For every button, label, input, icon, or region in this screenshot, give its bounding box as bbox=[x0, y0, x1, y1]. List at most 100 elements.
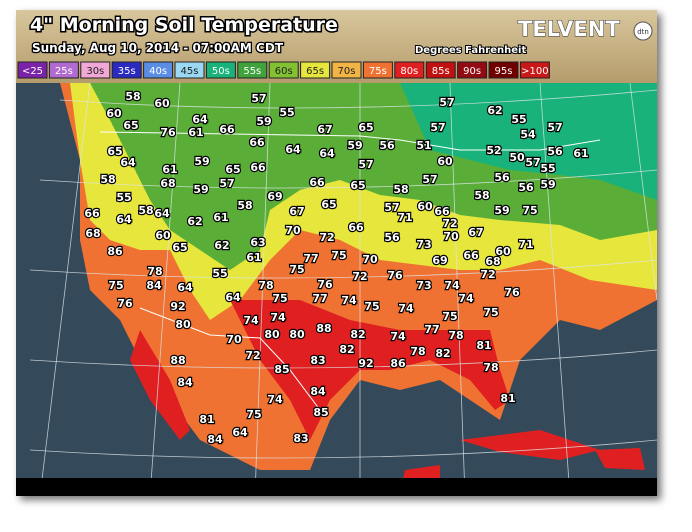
station-value: 56 bbox=[518, 181, 534, 194]
station-value: 72 bbox=[480, 268, 495, 281]
station-value: 58 bbox=[393, 183, 408, 196]
station-value: 74 bbox=[458, 292, 474, 305]
station-value: 75 bbox=[108, 279, 123, 292]
station-value: 72 bbox=[442, 217, 457, 230]
station-value: 66 bbox=[309, 176, 325, 189]
station-value: 75 bbox=[331, 249, 346, 262]
station-value: 65 bbox=[123, 119, 138, 132]
station-value: 70 bbox=[285, 224, 301, 237]
station-value: 77 bbox=[312, 292, 327, 305]
station-value: 67 bbox=[289, 205, 304, 218]
station-value: 56 bbox=[494, 171, 510, 184]
station-value: 69 bbox=[267, 190, 282, 203]
station-value: 57 bbox=[358, 158, 373, 171]
station-value: 64 bbox=[154, 207, 170, 220]
legend-swatch bbox=[300, 61, 331, 79]
cuba bbox=[460, 430, 600, 460]
station-value: 74 bbox=[444, 279, 460, 292]
station-value: 68 bbox=[160, 177, 175, 190]
station-value: 59 bbox=[193, 183, 208, 196]
station-value: 72 bbox=[319, 231, 334, 244]
station-value: 57 bbox=[439, 96, 454, 109]
legend-swatch bbox=[331, 61, 362, 79]
legend-swatch bbox=[394, 61, 425, 79]
legend-swatch bbox=[174, 61, 205, 79]
station-value: 66 bbox=[434, 205, 450, 218]
station-value: 50 bbox=[509, 151, 525, 164]
station-value: 73 bbox=[416, 238, 431, 251]
station-value: 58 bbox=[100, 173, 115, 186]
station-value: 55 bbox=[511, 113, 526, 126]
station-value: 66 bbox=[463, 249, 479, 262]
legend-label: 25s bbox=[55, 66, 73, 77]
legend-swatch bbox=[111, 61, 142, 79]
station-value: 72 bbox=[245, 349, 260, 362]
station-value: 78 bbox=[258, 279, 273, 292]
legend-label: 60s bbox=[275, 66, 293, 77]
legend-label: 80s bbox=[400, 66, 418, 77]
station-value: 74 bbox=[243, 314, 259, 327]
station-value: 86 bbox=[390, 357, 406, 370]
station-value: 54 bbox=[520, 128, 536, 141]
station-value: 72 bbox=[352, 270, 367, 283]
station-value: 82 bbox=[435, 347, 450, 360]
legend-label: 85s bbox=[432, 66, 450, 77]
station-value: 61 bbox=[162, 163, 177, 176]
station-value: 59 bbox=[540, 178, 555, 191]
station-value: 57 bbox=[422, 173, 437, 186]
station-value: 84 bbox=[310, 385, 326, 398]
station-value: 71 bbox=[518, 238, 533, 251]
station-value: 68 bbox=[85, 227, 100, 240]
station-value: 65 bbox=[321, 198, 336, 211]
station-value: 59 bbox=[347, 139, 362, 152]
legend-swatch bbox=[362, 61, 393, 79]
station-value: 65 bbox=[172, 241, 187, 254]
brand: TELVENT bbox=[518, 17, 620, 41]
station-value: 51 bbox=[416, 139, 431, 152]
legend-label: 90s bbox=[463, 66, 481, 77]
legend-swatch bbox=[17, 61, 48, 79]
legend-label: 95s bbox=[495, 66, 513, 77]
baja-red bbox=[130, 330, 190, 440]
legend-label: >100 bbox=[521, 66, 548, 77]
station-value: 55 bbox=[279, 106, 294, 119]
station-value: 55 bbox=[212, 267, 227, 280]
legend-swatch bbox=[205, 61, 236, 79]
legend-swatch bbox=[519, 61, 550, 79]
station-value: 58 bbox=[138, 204, 153, 217]
station-value: 59 bbox=[194, 155, 209, 168]
station-value: 77 bbox=[303, 252, 318, 265]
station-value: 74 bbox=[398, 302, 414, 315]
station-value: 68 bbox=[485, 255, 500, 268]
legend-swatch bbox=[457, 61, 488, 79]
station-value: 65 bbox=[225, 163, 240, 176]
station-value: 67 bbox=[468, 226, 483, 239]
station-value: 82 bbox=[350, 328, 365, 341]
station-value: 74 bbox=[270, 311, 286, 324]
subtitle: Sunday, Aug 10, 2014 - 07:00AM CDT bbox=[32, 41, 284, 55]
station-value: 56 bbox=[379, 139, 395, 152]
station-value: 81 bbox=[500, 392, 515, 405]
station-value: 78 bbox=[410, 345, 425, 358]
longitude-lines bbox=[39, 83, 657, 496]
land-red bbox=[230, 300, 510, 440]
station-value: 57 bbox=[384, 201, 399, 214]
legend-label: <25 bbox=[22, 66, 43, 77]
station-value: 52 bbox=[486, 144, 501, 157]
station-value: 70 bbox=[362, 253, 378, 266]
station-value: 61 bbox=[573, 147, 588, 160]
station-value: 75 bbox=[442, 310, 457, 323]
legend-swatch bbox=[237, 61, 268, 79]
station-value: 66 bbox=[84, 207, 100, 220]
station-value: 55 bbox=[116, 191, 131, 204]
station-value: 76 bbox=[317, 278, 333, 291]
station-value: 58 bbox=[474, 189, 489, 202]
legend-label: 65s bbox=[306, 66, 324, 77]
station-value: 60 bbox=[495, 245, 511, 258]
legend-label: 35s bbox=[118, 66, 136, 77]
station-value: 64 bbox=[285, 143, 301, 156]
station-value: 64 bbox=[225, 291, 241, 304]
station-value: 65 bbox=[107, 145, 122, 158]
legend-label: 40s bbox=[149, 66, 167, 77]
station-value: 56 bbox=[384, 231, 400, 244]
